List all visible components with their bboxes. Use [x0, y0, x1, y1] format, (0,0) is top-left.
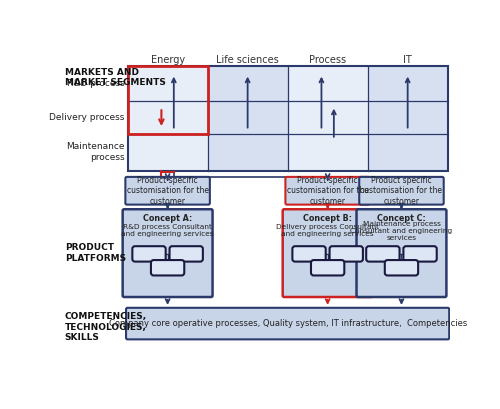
Bar [288, 66, 368, 171]
Text: Concept B:: Concept B: [303, 214, 352, 223]
Text: PRODUCT
PLATFORMS: PRODUCT PLATFORMS [65, 243, 126, 263]
Text: Product specific
customisation for the
customer: Product specific customisation for the c… [126, 176, 208, 206]
FancyBboxPatch shape [292, 246, 326, 262]
Text: COMPETENCIES,
TECHNOLOGIES,
SKILLS: COMPETENCIES, TECHNOLOGIES, SKILLS [65, 312, 147, 342]
FancyBboxPatch shape [404, 246, 436, 262]
FancyBboxPatch shape [286, 177, 370, 204]
Text: Life sciences: Life sciences [216, 55, 279, 65]
FancyBboxPatch shape [311, 260, 344, 275]
Text: IT: IT [404, 55, 412, 65]
FancyBboxPatch shape [359, 177, 444, 204]
Text: R&D process Consultant
and engineering services: R&D process Consultant and engineering s… [122, 224, 214, 237]
Bar [128, 66, 208, 134]
FancyBboxPatch shape [282, 209, 372, 297]
Text: Concept A:: Concept A: [143, 214, 192, 223]
FancyBboxPatch shape [126, 308, 449, 339]
FancyBboxPatch shape [151, 260, 184, 275]
Text: MARKETS AND
MARKET SEGMENTS: MARKETS AND MARKET SEGMENTS [65, 67, 166, 87]
Text: Energy: Energy [150, 55, 184, 65]
Bar [128, 66, 208, 171]
Text: Product specific
customisation for the
customer: Product specific customisation for the c… [360, 176, 442, 206]
Bar [368, 66, 448, 171]
Bar [208, 66, 288, 171]
FancyBboxPatch shape [170, 246, 203, 262]
Bar [128, 66, 448, 171]
FancyBboxPatch shape [366, 246, 400, 262]
Text: Delivery process Consultant
and engineering services: Delivery process Consultant and engineer… [276, 224, 379, 237]
Text: Concept C:: Concept C: [377, 214, 426, 223]
Text: Maintenance
process: Maintenance process [66, 142, 124, 162]
Text: Delivery process: Delivery process [49, 113, 124, 122]
FancyBboxPatch shape [126, 177, 210, 204]
FancyBboxPatch shape [356, 209, 446, 297]
FancyBboxPatch shape [132, 246, 166, 262]
Text: Company core operative processes, Quality system, IT infrastructure,  Competenci: Company core operative processes, Qualit… [108, 319, 467, 328]
Text: Process: Process [309, 55, 346, 65]
Text: Product specific
customisation for the
customer: Product specific customisation for the c… [286, 176, 368, 206]
Text: R&D process: R&D process [67, 79, 124, 88]
FancyBboxPatch shape [330, 246, 363, 262]
FancyBboxPatch shape [122, 209, 212, 297]
Text: Maintenance process
Consultant and engineering
services: Maintenance process Consultant and engin… [350, 221, 452, 241]
FancyBboxPatch shape [385, 260, 418, 275]
